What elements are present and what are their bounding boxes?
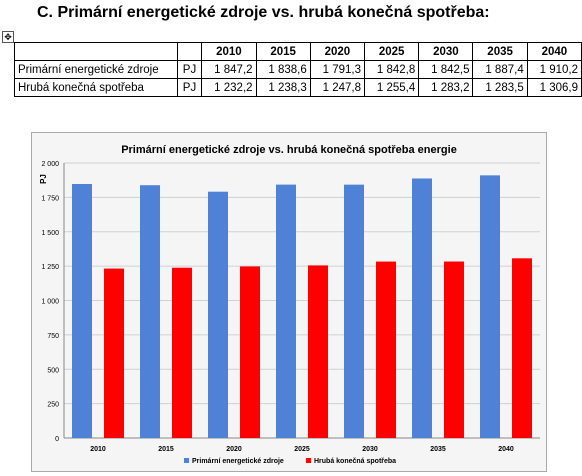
bar-primary <box>208 191 228 438</box>
cell-value: 1 847,2 <box>201 60 257 79</box>
cell-value: 1 842,8 <box>364 60 420 79</box>
header-year: 2010 <box>201 42 257 61</box>
x-tick-label: 2025 <box>294 446 310 453</box>
header-year: 2025 <box>364 42 420 61</box>
bar-consumption <box>104 268 124 438</box>
header-year: 2035 <box>472 42 528 61</box>
bar-consumption <box>444 261 464 438</box>
x-tick-label: 2030 <box>362 446 378 453</box>
y-tick-label: 500 <box>47 367 59 374</box>
x-tick-label: 2015 <box>158 446 174 453</box>
table-row-consumption: Hrubá konečná spotřeba PJ 1 232,2 1 238,… <box>14 78 582 97</box>
x-tick-label: 2040 <box>498 446 514 453</box>
legend-swatch-primary <box>184 458 189 463</box>
cell-value: 1 283,5 <box>472 78 528 97</box>
table-row-primary: Primární energetické zdroje PJ 1 847,2 1… <box>14 60 582 79</box>
x-tick-label: 2010 <box>90 446 106 453</box>
bar-primary <box>140 185 160 438</box>
header-unit-cell <box>176 42 203 61</box>
row-unit: PJ <box>176 60 203 79</box>
legend-swatch-consumption <box>306 458 311 463</box>
bar-primary <box>480 175 500 438</box>
header-year: 2020 <box>309 42 366 61</box>
y-tick-label: 1 750 <box>41 195 59 202</box>
legend-label-consumption: Hrubá konečná spotřeba <box>314 458 396 465</box>
y-tick-label: 750 <box>47 333 59 340</box>
bar-chart: Primární energetické zdroje vs. hrubá ko… <box>39 144 540 465</box>
header-year: 2030 <box>418 42 474 61</box>
y-tick-label: 1 250 <box>41 264 59 271</box>
cell-value: 1 306,9 <box>526 78 582 97</box>
y-tick-label: 250 <box>47 402 59 409</box>
bar-primary <box>344 184 364 438</box>
cell-value: 1 791,3 <box>309 60 366 79</box>
cell-value: 1 247,8 <box>309 78 366 97</box>
table-move-handle-icon[interactable]: ✥ <box>2 31 14 43</box>
header-year: 2040 <box>526 42 582 61</box>
bar-consumption <box>240 266 260 438</box>
cell-value: 1 838,6 <box>255 60 311 79</box>
cell-value: 1 283,2 <box>418 78 474 97</box>
data-table: 2010 2015 2020 2025 2030 2035 2040 Primá… <box>14 42 582 97</box>
cell-value: 1 232,2 <box>201 78 257 97</box>
cell-value: 1 255,4 <box>364 78 420 97</box>
bar-consumption <box>376 261 396 438</box>
chart-title: Primární energetické zdroje vs. hrubá ko… <box>121 144 457 156</box>
cell-value: 1 842,5 <box>418 60 474 79</box>
x-tick-label: 2035 <box>430 446 446 453</box>
y-tick-label: 2 000 <box>41 161 59 168</box>
x-tick-label: 2020 <box>226 446 242 453</box>
row-unit: PJ <box>176 78 203 97</box>
plot-area: 0 250 500 750 1 000 1 250 1 500 1 750 2 000 2010 2… <box>41 161 540 453</box>
bar-primary <box>72 184 92 438</box>
legend-label-primary: Primární energetické zdroje <box>192 458 284 465</box>
header-empty-cell <box>14 42 178 61</box>
table-header-row: 2010 2015 2020 2025 2030 2035 2040 <box>14 42 582 61</box>
y-tick-label: 0 <box>55 436 59 443</box>
cell-value: 1 910,2 <box>526 60 582 79</box>
bar-consumption <box>172 267 192 438</box>
y-axis-label: PJ <box>39 174 48 184</box>
section-heading: C. Primární energetické zdroje vs. hrubá… <box>37 4 490 21</box>
bar-consumption <box>512 258 532 438</box>
row-label: Hrubá konečná spotřeba <box>14 78 178 97</box>
row-label: Primární energetické zdroje <box>14 60 178 79</box>
cell-value: 1 887,4 <box>472 60 528 79</box>
chart-container[interactable]: Primární energetické zdroje vs. hrubá ko… <box>31 132 547 472</box>
cell-value: 1 238,3 <box>255 78 311 97</box>
y-tick-label: 1 000 <box>41 299 59 306</box>
bar-primary <box>412 178 432 439</box>
legend: Primární energetické zdroje Hrubá konečn… <box>184 458 396 465</box>
y-tick-label: 1 500 <box>41 230 59 237</box>
bar-primary <box>276 184 296 438</box>
header-year: 2015 <box>255 42 311 61</box>
bar-consumption <box>308 265 328 438</box>
